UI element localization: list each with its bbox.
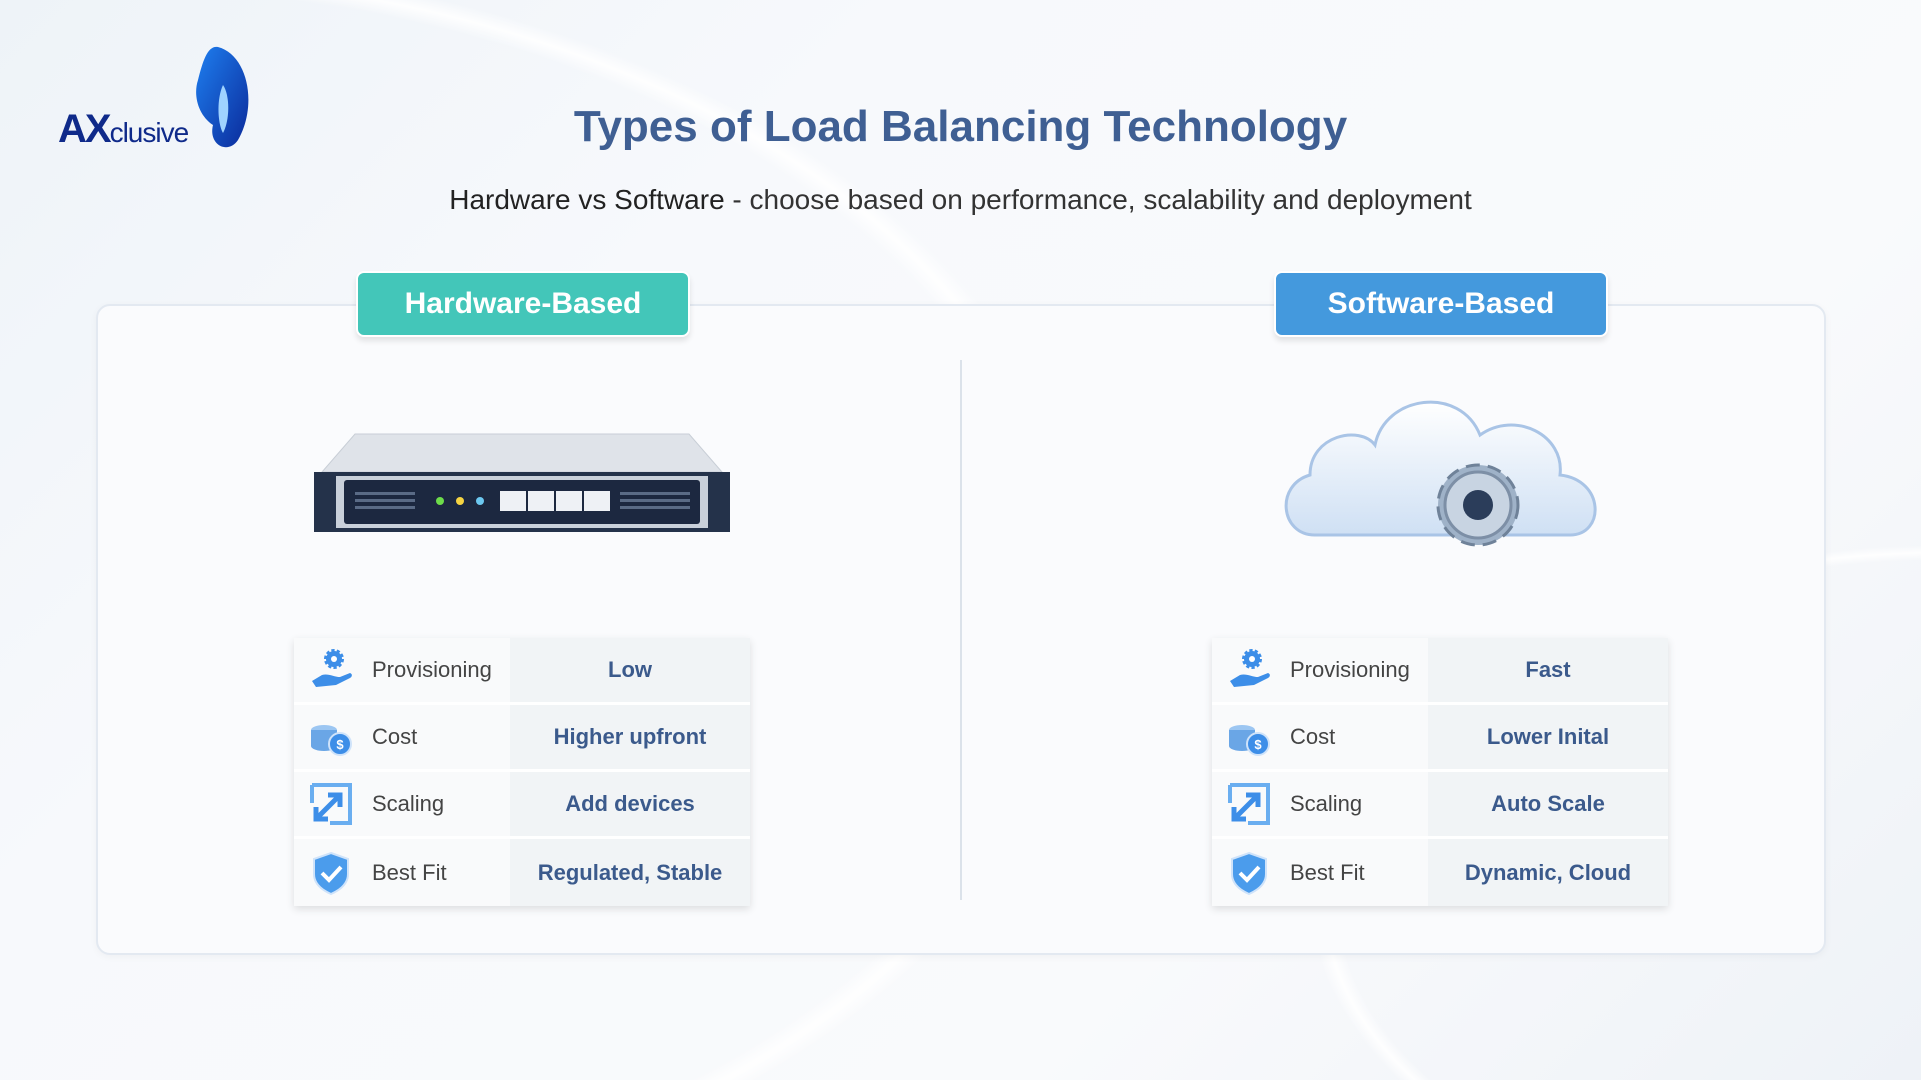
software-based-label: Software-Based <box>1274 271 1608 337</box>
row-value: Add devices <box>510 772 750 836</box>
row-value: Auto Scale <box>1428 772 1668 836</box>
hardware-table: Provisioning Low $ Cost Higher upfront Scalin… <box>294 638 750 906</box>
provisioning-icon <box>308 647 372 693</box>
rack-server-icon <box>314 433 730 532</box>
svg-text:$: $ <box>1254 737 1262 752</box>
row-value: Low <box>510 638 750 702</box>
cloud-gear-icon <box>1284 400 1597 547</box>
table-row: $ Cost Lower Inital <box>1212 705 1668 772</box>
logo-text: AXclusive <box>58 107 189 151</box>
row-value: Higher upfront <box>510 705 750 769</box>
software-table: Provisioning Fast $ Cost Lower Inital Scaling… <box>1212 638 1668 906</box>
subtitle-bold: Hardware vs Software <box>449 184 725 215</box>
row-label: Provisioning <box>372 657 492 682</box>
table-row: Best Fit Dynamic, Cloud <box>1212 839 1668 906</box>
row-label: Cost <box>372 724 418 749</box>
subtitle-rest: - choose based on performance, scalabili… <box>724 184 1472 215</box>
table-row: Provisioning Low <box>294 638 750 705</box>
row-label: Best Fit <box>1290 859 1365 885</box>
table-row: Scaling Add devices <box>294 772 750 839</box>
row-label-cell: Scaling <box>1212 772 1428 836</box>
scaling-icon <box>308 781 372 827</box>
shield-check-icon <box>308 850 372 896</box>
provisioning-icon <box>1226 647 1290 693</box>
row-label: Best Fit <box>372 859 447 885</box>
page-title: Types of Load Balancing Technology <box>573 102 1348 151</box>
shield-check-icon <box>1226 850 1290 896</box>
row-value: Regulated, Stable <box>510 839 750 906</box>
scaling-icon <box>1226 781 1290 827</box>
coins-icon: $ <box>308 714 372 760</box>
divider <box>960 360 962 900</box>
table-row: $ Cost Higher upfront <box>294 705 750 772</box>
row-label: Scaling <box>372 791 445 816</box>
svg-text:$: $ <box>336 737 344 752</box>
row-label-cell: Scaling <box>294 772 510 836</box>
coins-icon: $ <box>1226 714 1290 760</box>
page-subtitle: Hardware vs Software - choose based on p… <box>0 184 1921 216</box>
row-value: Fast <box>1428 638 1668 702</box>
row-label: Scaling <box>1290 791 1363 816</box>
logo-mark-icon <box>196 46 249 148</box>
row-label-cell: Provisioning <box>1212 638 1428 702</box>
logo: AXclusive <box>58 45 258 155</box>
row-label: Provisioning <box>1290 657 1410 682</box>
row-value: Lower Inital <box>1428 705 1668 769</box>
row-label-cell: $ Cost <box>1212 705 1428 769</box>
table-row: Provisioning Fast <box>1212 638 1668 705</box>
table-row: Best Fit Regulated, Stable <box>294 839 750 906</box>
table-row: Scaling Auto Scale <box>1212 772 1668 839</box>
hardware-based-label: Hardware-Based <box>356 271 690 337</box>
row-label-cell: Provisioning <box>294 638 510 702</box>
row-label: Cost <box>1290 724 1336 749</box>
row-value: Dynamic, Cloud <box>1428 839 1668 906</box>
row-label-cell: Best Fit <box>1212 839 1428 906</box>
row-label-cell: Best Fit <box>294 839 510 906</box>
row-label-cell: $ Cost <box>294 705 510 769</box>
